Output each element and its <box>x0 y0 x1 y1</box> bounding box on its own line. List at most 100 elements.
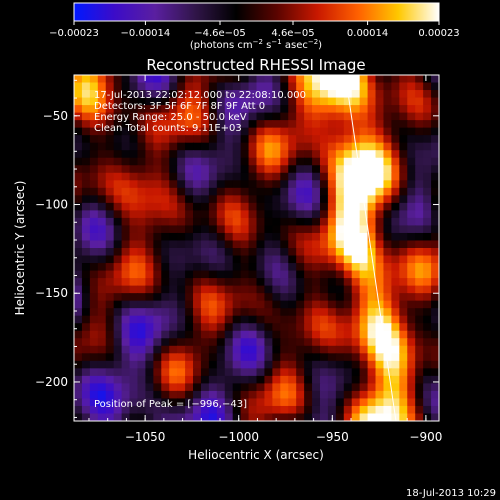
heatmap-cell <box>415 82 424 91</box>
heatmap-cell <box>232 210 242 219</box>
heatmap-cell <box>169 285 178 294</box>
heatmap-cell <box>327 255 337 264</box>
heatmap-cell <box>216 157 226 166</box>
heatmap-cell <box>359 338 369 347</box>
heatmap-cell <box>105 97 115 106</box>
heatmap-cell <box>193 353 202 362</box>
heatmap-cell <box>407 353 416 362</box>
heatmap-cell <box>248 330 258 339</box>
heatmap-cell <box>296 270 305 279</box>
heatmap-cell <box>367 270 377 279</box>
heatmap-cell <box>208 360 218 369</box>
heatmap-cell <box>383 263 392 272</box>
heatmap-cell <box>105 368 115 377</box>
heatmap-cell <box>137 135 147 144</box>
heatmap-cell <box>89 195 99 204</box>
heatmap-cell <box>177 187 186 196</box>
heatmap-cell <box>359 345 369 354</box>
heatmap-cell <box>280 398 289 407</box>
heatmap-cell <box>224 195 234 204</box>
heatmap-cell <box>359 202 369 211</box>
heatmap-cell <box>200 390 210 400</box>
heatmap-cell <box>169 165 178 174</box>
heatmap-cell <box>391 300 400 309</box>
heatmap-cell <box>113 90 123 99</box>
heatmap-cell <box>391 345 400 354</box>
heatmap-cell <box>383 270 392 279</box>
heatmap-cell <box>391 142 400 151</box>
heatmap-cell <box>304 375 313 384</box>
heatmap-cell <box>272 413 281 421</box>
heatmap-cell <box>367 157 377 166</box>
heatmap-cell <box>423 127 432 136</box>
heatmap-cell <box>216 90 226 99</box>
heatmap-cell <box>351 270 361 279</box>
heatmap-cell <box>185 405 194 415</box>
heatmap-cell <box>145 90 154 99</box>
heatmap-cell <box>193 105 202 114</box>
heatmap-cell <box>272 97 281 106</box>
heatmap-cell <box>383 217 392 227</box>
heatmap-cell <box>81 195 91 204</box>
heatmap-cell <box>256 383 266 392</box>
heatmap-cell <box>89 300 99 309</box>
heatmap-cell <box>240 285 250 294</box>
heatmap-cell <box>264 135 273 144</box>
heatmap-cell <box>383 157 392 166</box>
heatmap-cell <box>232 375 242 384</box>
heatmap-cell <box>343 187 353 196</box>
heatmap-cell <box>193 90 202 99</box>
heatmap-cell <box>193 120 202 129</box>
heatmap-cell <box>256 338 266 347</box>
heatmap-cell <box>359 263 369 272</box>
heatmap-cell <box>280 165 289 174</box>
heatmap-cell <box>208 255 218 264</box>
heatmap-cell <box>216 112 226 121</box>
heatmap-cell <box>431 90 439 99</box>
heatmap-cell <box>327 97 337 106</box>
heatmap-cell <box>74 142 83 151</box>
heatmap-cell <box>97 293 107 302</box>
heatmap-cell <box>224 202 234 211</box>
heatmap-cell <box>105 300 115 309</box>
heatmap-cell <box>383 75 392 84</box>
heatmap-cell <box>431 308 439 317</box>
heatmap-cell <box>121 368 131 377</box>
heatmap-cell <box>153 150 162 159</box>
heatmap-cell <box>193 142 202 151</box>
heatmap-cell <box>296 278 305 287</box>
heatmap-cell <box>256 270 266 279</box>
heatmap-cell <box>208 127 218 136</box>
heatmap-cell <box>280 202 289 211</box>
heatmap-cell <box>288 202 297 211</box>
heatmap-cell <box>343 180 353 189</box>
heatmap-cell <box>304 308 313 317</box>
heatmap-cell <box>296 150 305 159</box>
heatmap-cell <box>399 172 408 181</box>
heatmap-cell <box>383 248 392 257</box>
heatmap-cell <box>185 315 194 324</box>
heatmap-cell <box>208 330 218 339</box>
heatmap-cell <box>423 150 432 159</box>
heatmap-cell <box>431 135 439 144</box>
heatmap-cell <box>200 383 210 392</box>
heatmap-cell <box>312 120 321 129</box>
heatmap-cell <box>288 150 297 159</box>
heatmap-cell <box>129 390 139 400</box>
heatmap-cell <box>423 293 432 302</box>
heatmap-cell <box>74 202 83 211</box>
heatmap-cell <box>145 278 154 287</box>
heatmap-cell <box>129 120 139 129</box>
heatmap-cell <box>216 315 226 324</box>
heatmap-cell <box>288 217 297 227</box>
heatmap-cell <box>280 270 289 279</box>
heatmap-cell <box>224 405 234 415</box>
heatmap-cell <box>248 300 258 309</box>
heatmap-cell <box>359 82 369 91</box>
heatmap-cell <box>304 112 313 121</box>
heatmap-cell <box>240 293 250 302</box>
heatmap-cell <box>391 315 400 324</box>
heatmap-cell <box>304 142 313 151</box>
heatmap-cell <box>367 210 377 219</box>
heatmap-cell <box>216 323 226 332</box>
